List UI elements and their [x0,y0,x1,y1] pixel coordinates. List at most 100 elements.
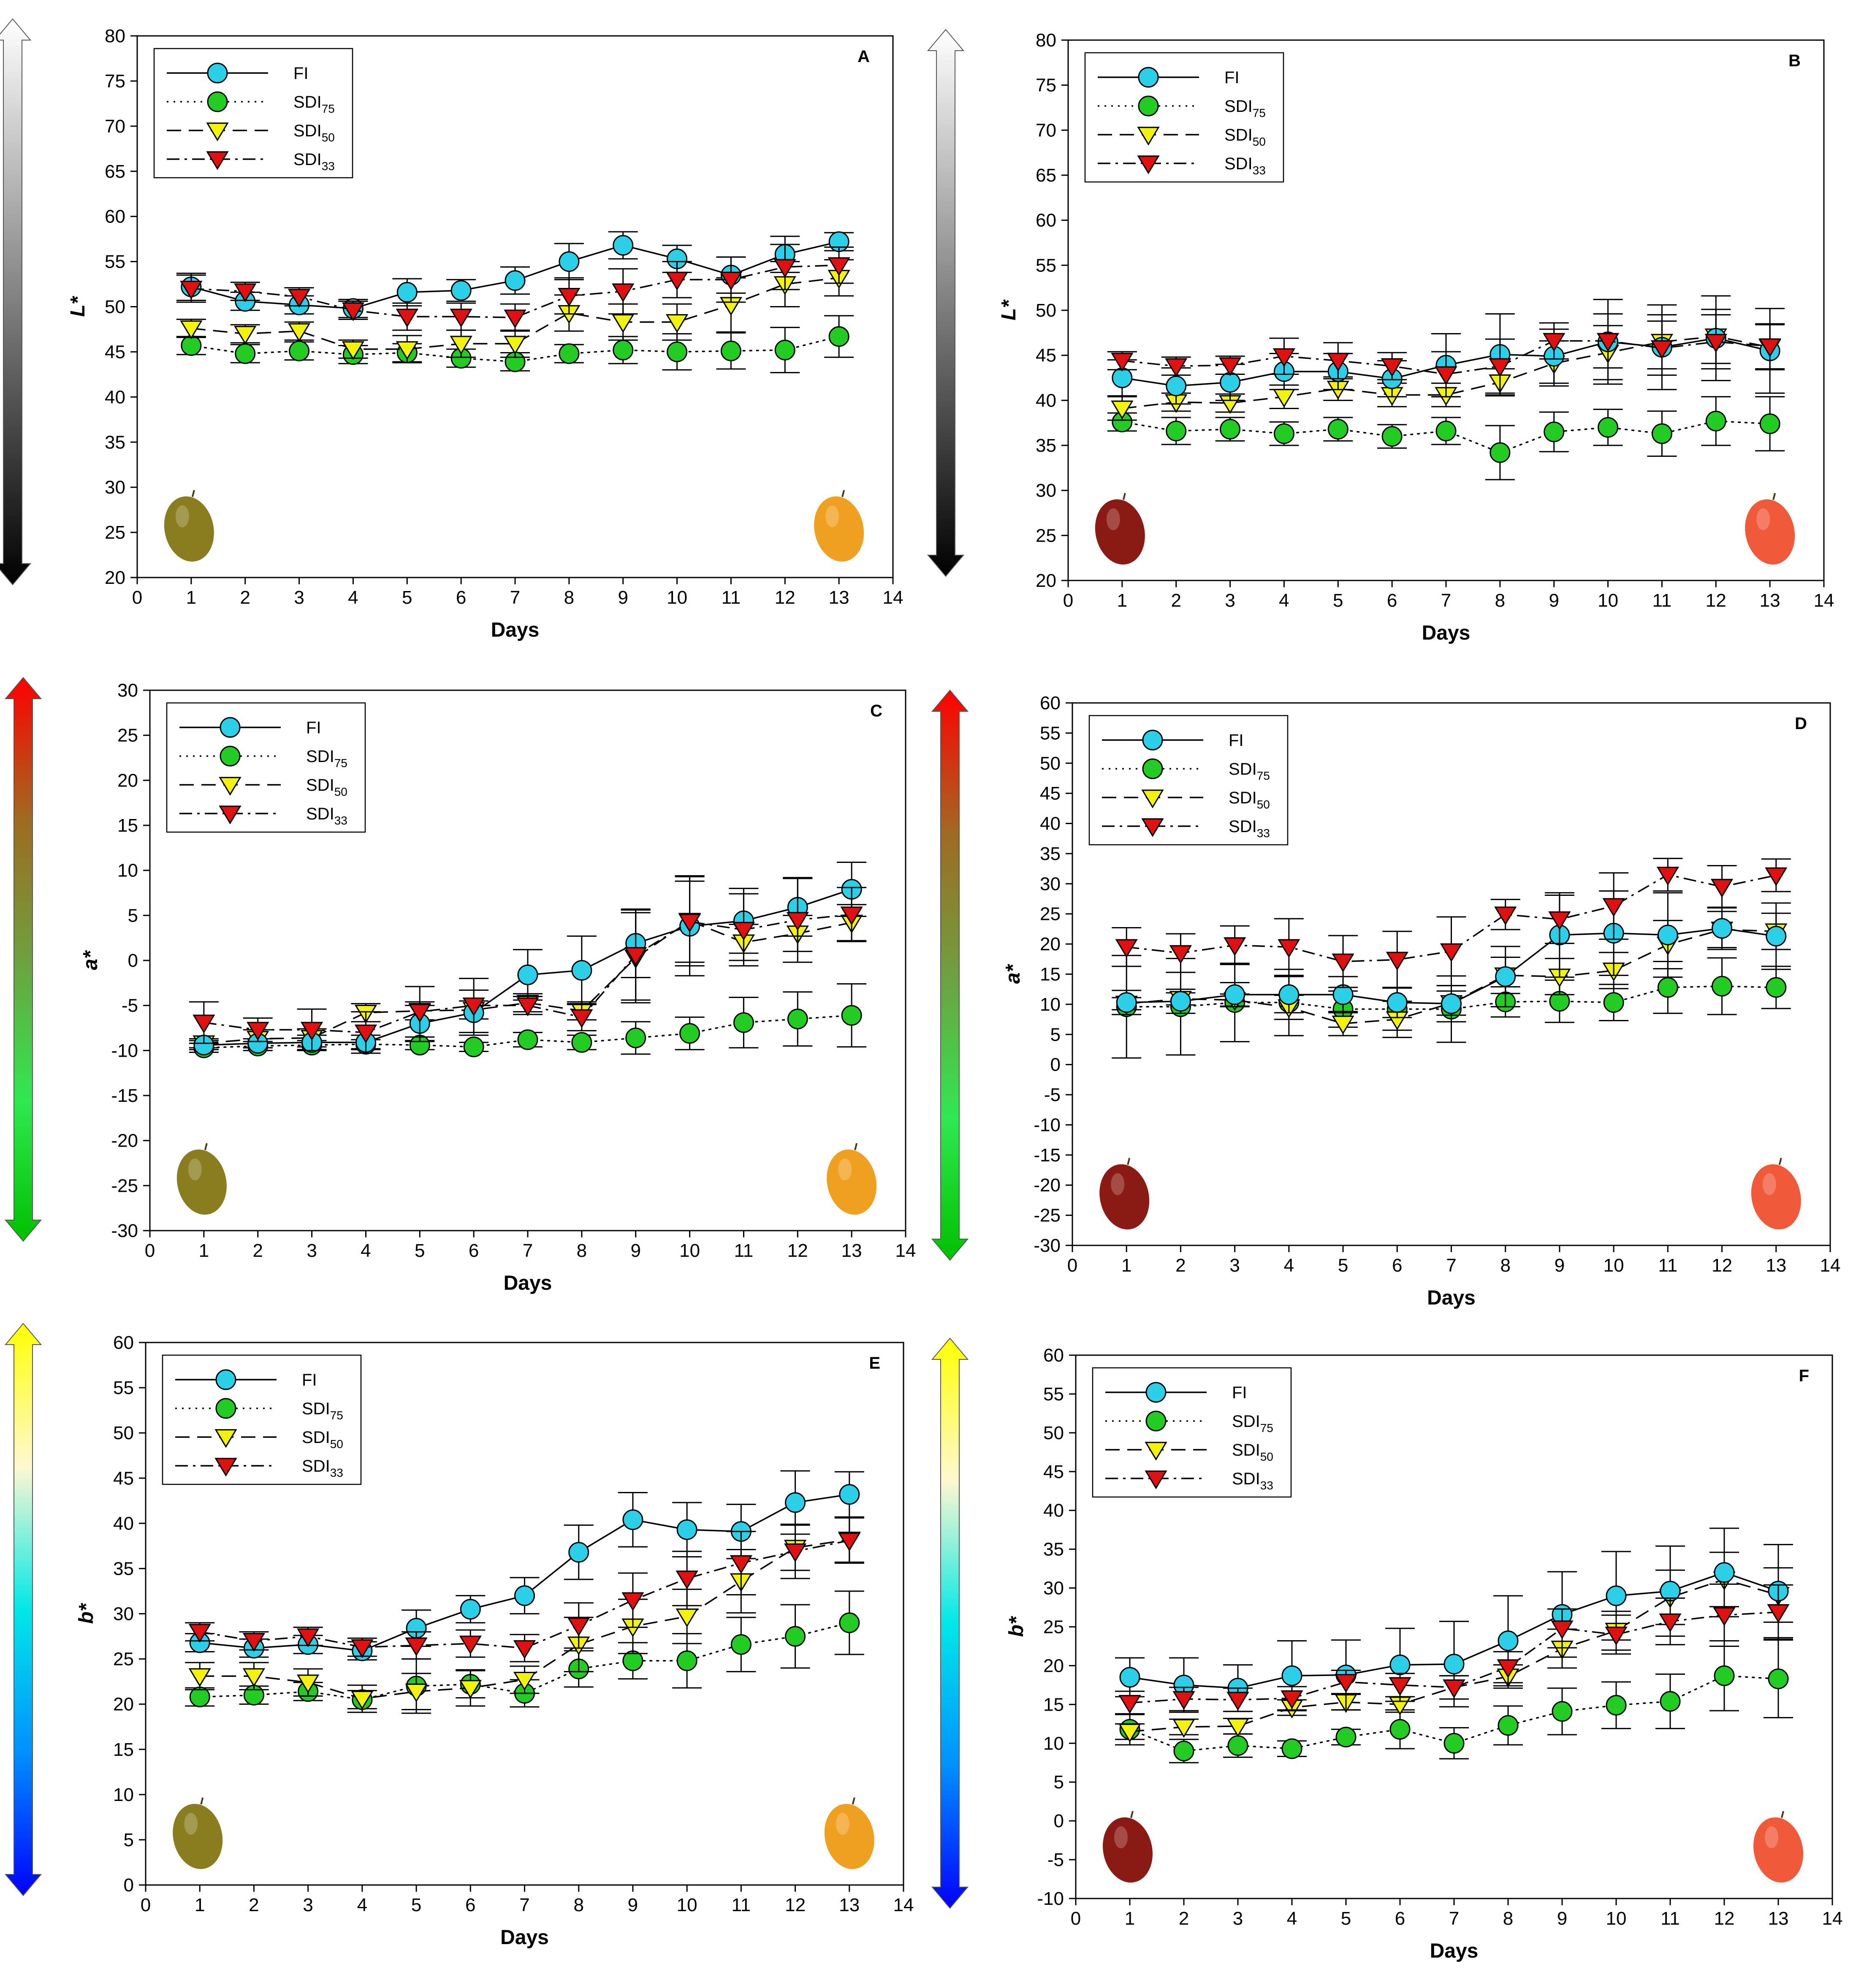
y-tick-label: -15 [111,1085,138,1106]
mango-body [176,1149,227,1215]
x-tick-label: 8 [1500,1255,1510,1276]
legend-marker [215,1398,236,1419]
mango-fruit-icon [1745,493,1795,565]
x-tick-label: 4 [348,587,358,608]
data-point [559,343,580,364]
data-point [785,1626,806,1647]
data-point [1166,420,1187,442]
y-tick-label: 55 [1040,723,1061,743]
x-tick-label: 11 [734,1240,754,1261]
x-tick-label: 14 [1814,590,1834,611]
y-tick-label: -20 [1034,1175,1061,1196]
x-tick-label: 13 [829,587,849,608]
data-point [504,309,526,328]
data-point [1332,1015,1354,1035]
mango-stem [1772,493,1776,500]
y-tick-label: 60 [1036,210,1056,231]
y-tick-label: 65 [105,161,125,182]
data-point [676,1519,697,1540]
mango-highlight [1114,1826,1128,1848]
legend-label: FI [302,1371,317,1389]
mango-highlight [1111,1173,1125,1195]
legend-label: SDI33 [1232,1470,1273,1492]
data-point [1281,1665,1302,1686]
mango-body [1099,1164,1150,1230]
x-tick-label: 13 [1766,1255,1786,1276]
x-tick-label: 4 [357,1895,367,1915]
legend-box [153,48,353,179]
mango-highlight [1762,1173,1776,1195]
data-point [1273,423,1294,444]
data-point [180,280,203,300]
x-tick-label: 7 [1449,1908,1459,1929]
x-tick-label: 0 [132,587,142,608]
legend-label: SDI50 [1232,1441,1273,1463]
x-tick-label: 2 [1179,1908,1189,1929]
legend-marker [206,122,229,141]
y-tick-label: 45 [1036,345,1056,366]
x-tick-label: 13 [1768,1908,1789,1929]
y-tick-label: 35 [1036,435,1056,456]
mango-highlight [188,1158,202,1180]
mango-fruit-icon [827,1143,877,1215]
data-point [624,947,647,966]
y-tick-label: 60 [1040,693,1061,713]
mango-stem [841,490,845,497]
mango-stem [854,1143,858,1150]
data-point [730,1634,752,1655]
data-point [1273,348,1296,367]
data-point [676,1650,697,1671]
y-tick-label: 10 [113,1785,134,1805]
x-axis-title: Days [1422,622,1471,644]
x-tick-label: 3 [1233,1908,1243,1929]
mango-stem [200,1797,204,1805]
series-sdi33 [176,244,854,332]
color-scale-arrow [4,677,42,1242]
y-tick-label: 45 [1040,783,1061,804]
x-tick-label: 3 [307,1240,317,1261]
x-tick-label: 7 [1441,590,1451,611]
data-point [517,1029,538,1050]
data-point [1759,413,1780,434]
data-point [621,1592,644,1611]
data-point [1498,1715,1519,1736]
mango-stem [852,1797,855,1805]
legend-label: FI [306,719,321,737]
legend-marker [207,62,228,84]
y-tick-label: 5 [128,905,138,926]
mango-body [1753,1817,1804,1883]
panel-letter: B [1788,52,1801,70]
data-point [1381,426,1403,447]
y-tick-label: 55 [1043,1384,1064,1405]
mango-fruit-icon [1753,1811,1804,1883]
mango-highlight [184,1813,198,1835]
x-tick-label: 1 [1125,1908,1135,1929]
mango-body [1102,1817,1153,1883]
mango-stem [1130,1811,1134,1818]
series-sdi75 [1115,1639,1793,1763]
data-point [514,1585,535,1606]
legend-label: FI [1229,731,1244,750]
x-tick-label: 2 [240,587,250,608]
y-tick-label: -5 [1047,1850,1064,1870]
x-tick-label: 6 [1392,1255,1402,1276]
y-tick-label: 20 [113,1694,134,1715]
mango-highlight [1765,1826,1778,1848]
x-tick-label: 14 [883,587,904,608]
data-point [354,1024,377,1044]
y-tick-label: 75 [105,71,125,92]
data-point [234,283,257,302]
data-point [571,960,592,981]
series-sdi33 [185,1517,864,1663]
y-tick-label: 70 [1036,120,1056,141]
y-tick-label: 10 [1040,994,1061,1015]
x-tick-label: 9 [628,1895,638,1915]
y-tick-label: 70 [105,116,125,137]
x-tick-label: 10 [679,1240,700,1261]
data-point [516,997,539,1017]
data-point [665,314,689,333]
